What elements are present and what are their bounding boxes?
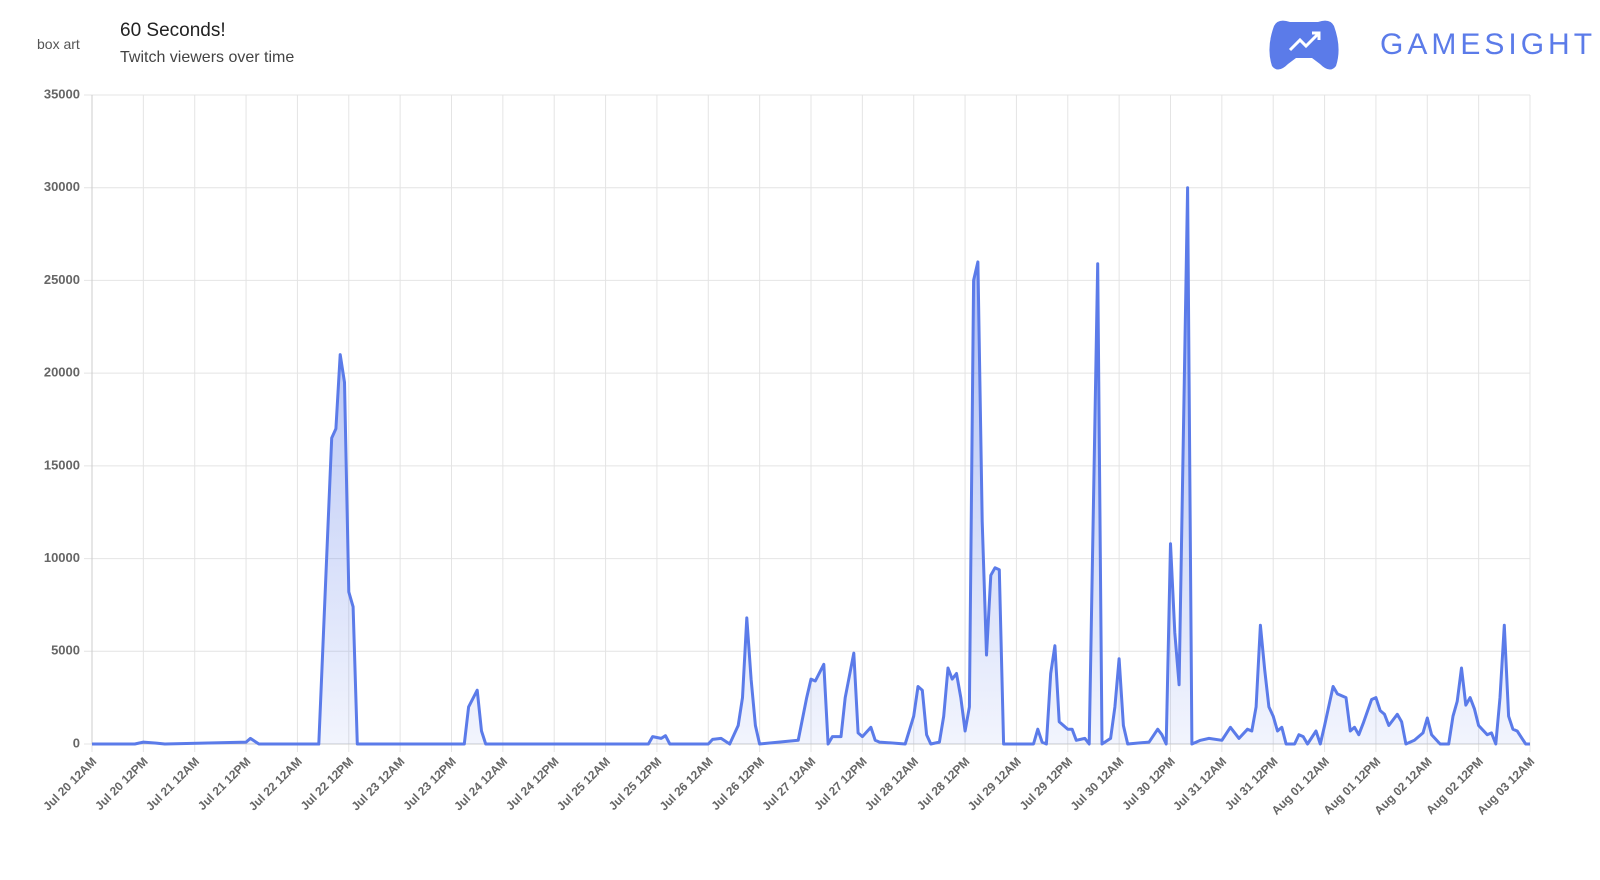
- x-tick-label: Jul 20 12AM: [40, 754, 99, 813]
- chart-subtitle: Twitch viewers over time: [120, 49, 295, 66]
- x-tick-label: Jul 23 12AM: [349, 754, 408, 813]
- y-tick-label: 10000: [44, 550, 80, 565]
- x-tick-label: Jul 22 12PM: [298, 754, 356, 812]
- x-tick-label: Jul 28 12AM: [862, 754, 921, 813]
- x-tick-label: Jul 26 12AM: [657, 754, 716, 813]
- y-tick-label: 20000: [44, 365, 80, 380]
- logo-text: GAMESIGHT: [1380, 28, 1597, 61]
- y-tick-label: 0: [73, 735, 80, 750]
- x-tick-label: Jul 27 12PM: [811, 754, 869, 812]
- x-tick-label: Jul 21 12PM: [195, 754, 253, 812]
- y-tick-label: 25000: [44, 272, 80, 287]
- x-tick-label: Jul 22 12AM: [246, 754, 305, 813]
- x-tick-label: Jul 24 12PM: [503, 754, 561, 812]
- x-tick-label: Jul 26 12PM: [709, 754, 767, 812]
- x-tick-label: Jul 29 12PM: [1017, 754, 1075, 812]
- x-tick-label: Jul 20 12PM: [92, 754, 150, 812]
- x-tick-label: Jul 25 12PM: [606, 754, 664, 812]
- x-tick-label: Jul 28 12PM: [914, 754, 972, 812]
- line: [92, 186, 1530, 746]
- x-tick-label: Jul 29 12AM: [965, 754, 1024, 813]
- y-tick-label: 15000: [44, 457, 80, 472]
- y-tick-label: 35000: [44, 86, 80, 101]
- x-tick-label: Jul 31 12AM: [1170, 754, 1229, 813]
- y-tick-label: 5000: [51, 643, 80, 658]
- box-art-alt: box art: [37, 36, 80, 52]
- x-tick-label: Jul 23 12PM: [400, 754, 458, 812]
- x-tick-label: Jul 30 12AM: [1068, 754, 1127, 813]
- x-tick-label: Jul 27 12AM: [759, 754, 818, 813]
- x-tick-label: Jul 30 12PM: [1119, 754, 1177, 812]
- y-tick-label: 30000: [44, 179, 80, 194]
- x-tick-label: Jul 21 12AM: [143, 754, 202, 813]
- x-tick-label: Jul 24 12AM: [451, 754, 510, 813]
- chart-title: 60 Seconds!: [120, 20, 226, 41]
- logo-icon: [1269, 20, 1339, 70]
- x-tick-label: Jul 25 12AM: [554, 754, 613, 813]
